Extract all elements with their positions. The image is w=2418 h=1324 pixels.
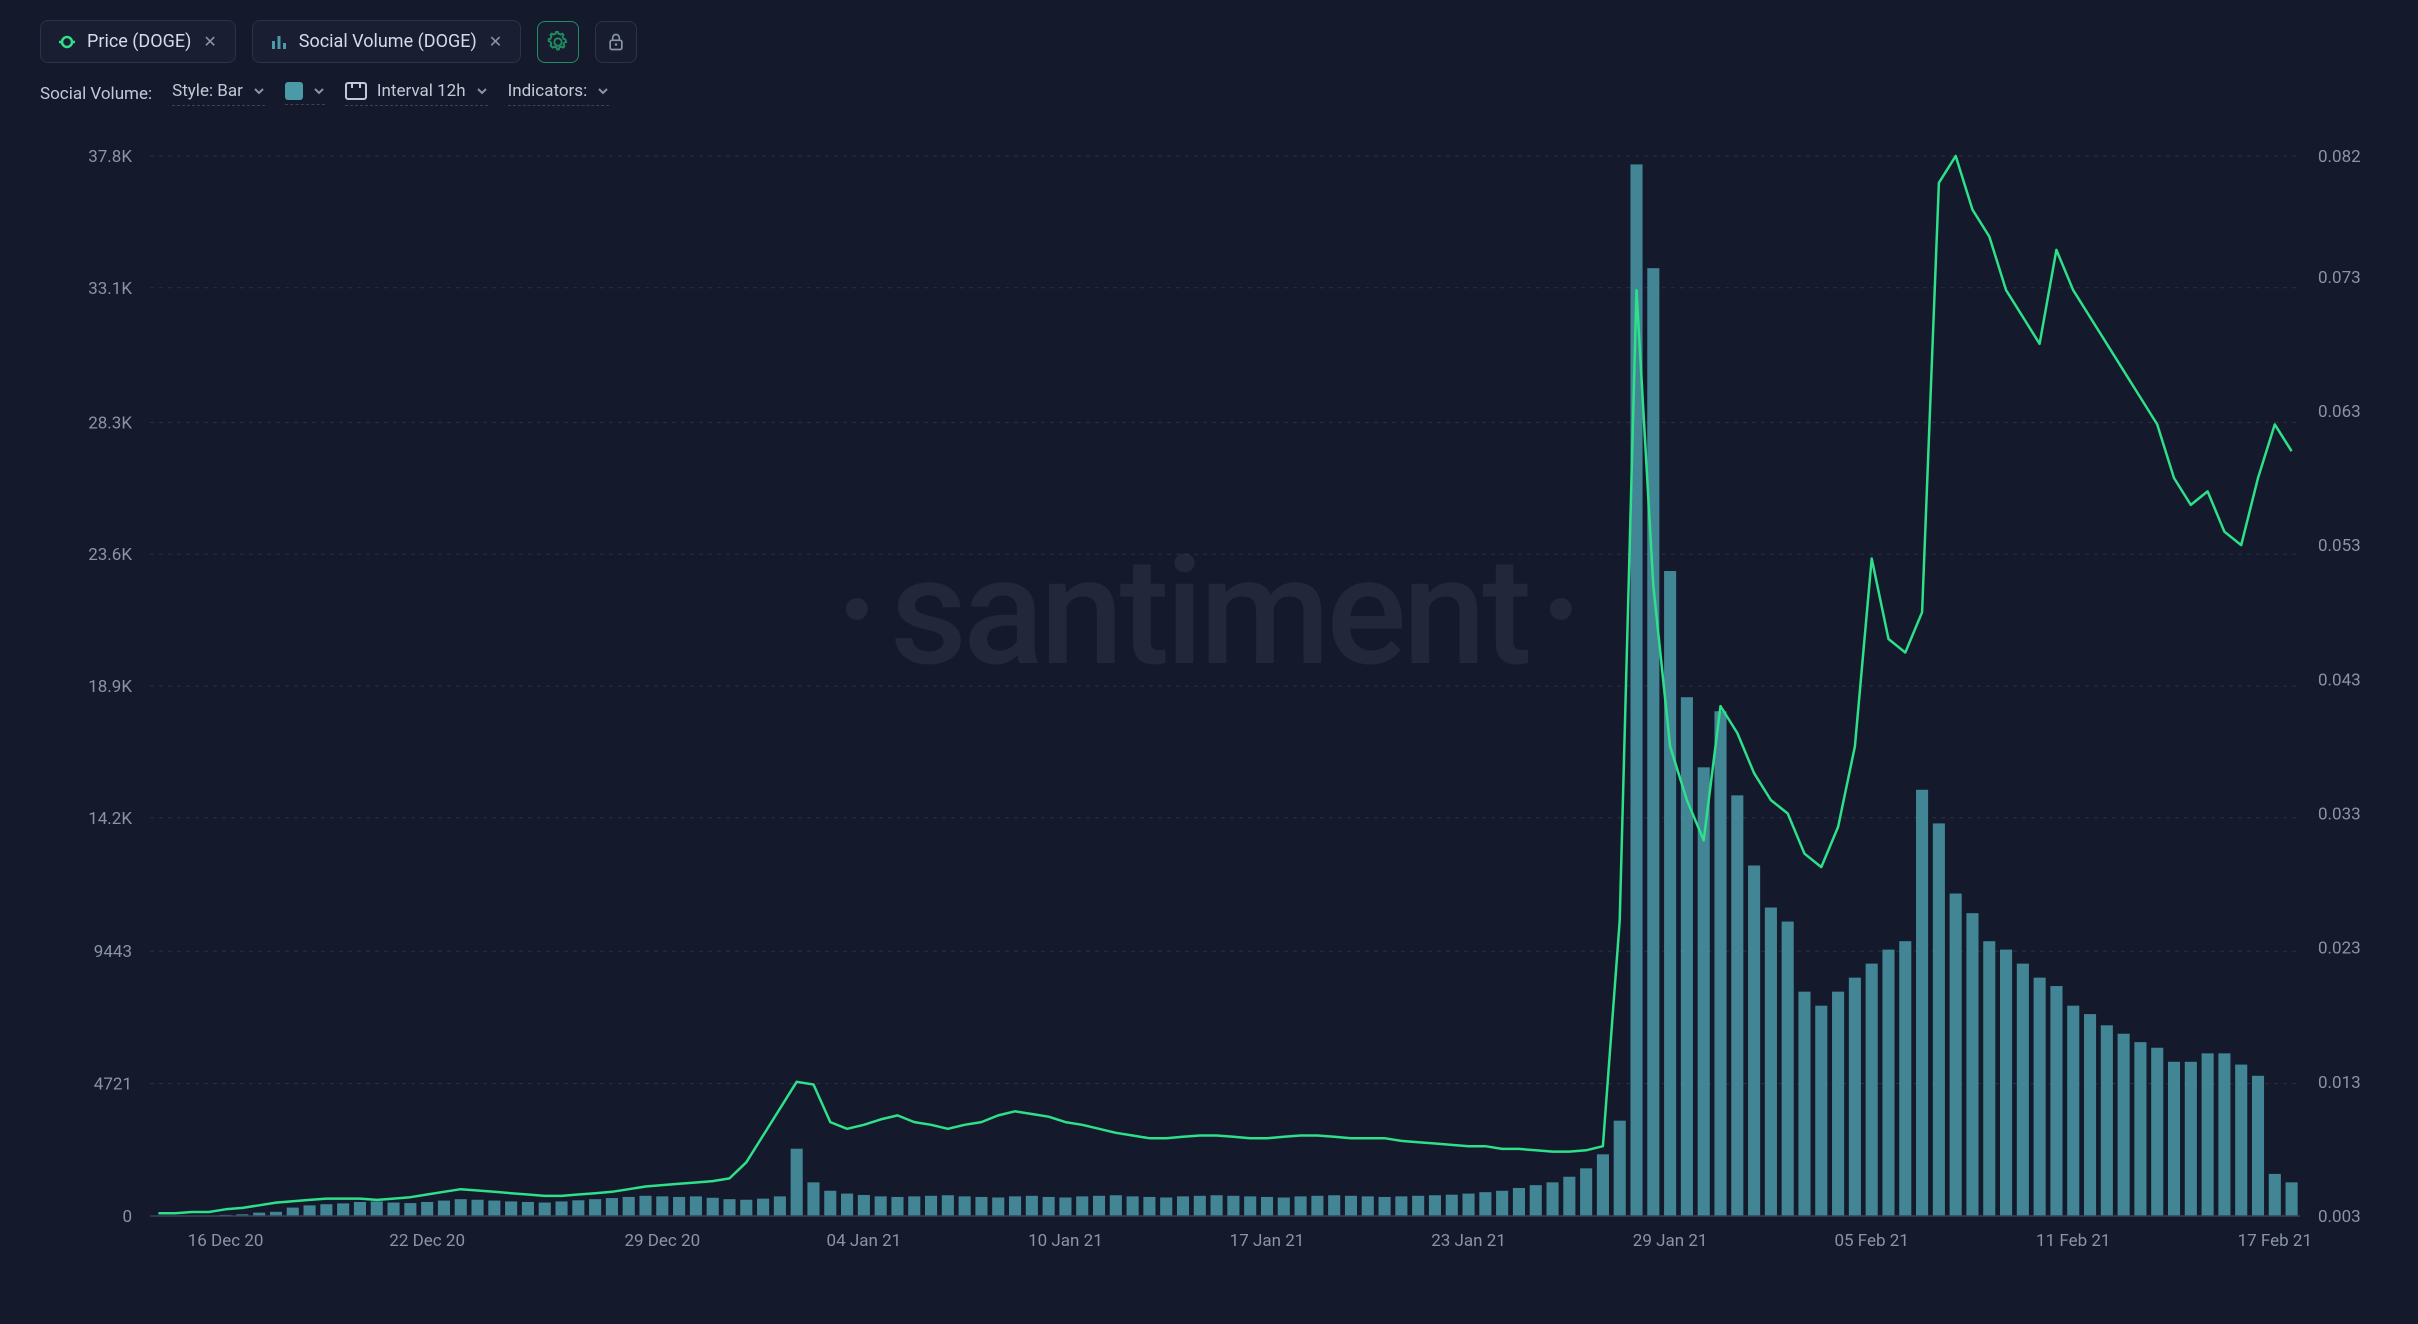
svg-text:28.3K: 28.3K [88,413,132,433]
svg-text:0.013: 0.013 [2318,1073,2361,1093]
chevron-down-icon [313,85,325,97]
svg-text:0.053: 0.053 [2318,536,2361,556]
svg-text:14.2K: 14.2K [88,809,132,829]
svg-text:17 Jan 21: 17 Jan 21 [1230,1231,1305,1251]
chevron-down-icon [597,85,609,97]
svg-text:0.023: 0.023 [2318,939,2361,959]
svg-text:9443: 9443 [94,942,132,962]
svg-text:11 Feb 21: 11 Feb 21 [2036,1231,2110,1251]
lock-icon [606,32,626,52]
series-chip-price[interactable]: Price (DOGE) ✕ [40,20,236,63]
chart-options-bar: Social Volume: Style: Bar Interval 12h I… [40,81,2378,106]
svg-text:0.033: 0.033 [2318,804,2361,824]
svg-text:4721: 4721 [94,1075,132,1095]
gear-icon [547,31,569,53]
chevron-down-icon [476,85,488,97]
style-selector[interactable]: Style: Bar [172,81,265,106]
bar-series-icon [271,34,287,50]
series-chip-label: Social Volume (DOGE) [299,31,477,52]
svg-text:04 Jan 21: 04 Jan 21 [827,1231,902,1251]
series-chip-label: Price (DOGE) [87,31,191,52]
close-icon[interactable]: ✕ [489,32,502,51]
svg-text:0.063: 0.063 [2318,402,2361,422]
chart-series-toolbar: Price (DOGE) ✕ Social Volume (DOGE) ✕ [40,20,2378,63]
settings-button[interactable] [537,21,579,63]
svg-text:0.073: 0.073 [2318,268,2361,288]
svg-text:0.043: 0.043 [2318,670,2361,690]
color-swatch [285,82,303,100]
chevron-down-icon [253,85,265,97]
svg-text:23.6K: 23.6K [88,545,132,565]
subbar-title: Social Volume: [40,84,152,104]
line-series-icon [59,34,75,50]
svg-text:29 Dec 20: 29 Dec 20 [624,1231,700,1251]
svg-text:18.9K: 18.9K [88,677,132,697]
series-chip-social-volume[interactable]: Social Volume (DOGE) ✕ [252,20,521,63]
svg-text:37.8K: 37.8K [88,147,132,167]
lock-button[interactable] [595,21,637,63]
svg-text:22 Dec 20: 22 Dec 20 [389,1231,465,1251]
svg-text:05 Feb 21: 05 Feb 21 [1834,1231,1908,1251]
price-social-volume-chart[interactable]: 04721944314.2K18.9K23.6K28.3K33.1K37.8K … [40,116,2378,1296]
svg-text:0: 0 [122,1207,132,1227]
chart-container: santiment 04721944314.2K18.9K23.6K28.3K3… [40,116,2378,1296]
svg-text:0.082: 0.082 [2318,147,2361,167]
close-icon[interactable]: ✕ [203,32,216,51]
interval-selector[interactable]: Interval 12h [345,81,488,106]
svg-text:23 Jan 21: 23 Jan 21 [1431,1231,1506,1251]
svg-text:17 Feb 21: 17 Feb 21 [2238,1231,2312,1251]
svg-text:33.1K: 33.1K [88,279,132,299]
indicators-selector[interactable]: Indicators: [508,81,610,106]
svg-text:16 Dec 20: 16 Dec 20 [188,1231,264,1251]
svg-text:10 Jan 21: 10 Jan 21 [1028,1231,1103,1251]
svg-text:0.003: 0.003 [2318,1207,2361,1227]
svg-text:29 Jan 21: 29 Jan 21 [1633,1231,1708,1251]
interval-icon [345,82,367,100]
color-selector[interactable] [285,82,325,105]
